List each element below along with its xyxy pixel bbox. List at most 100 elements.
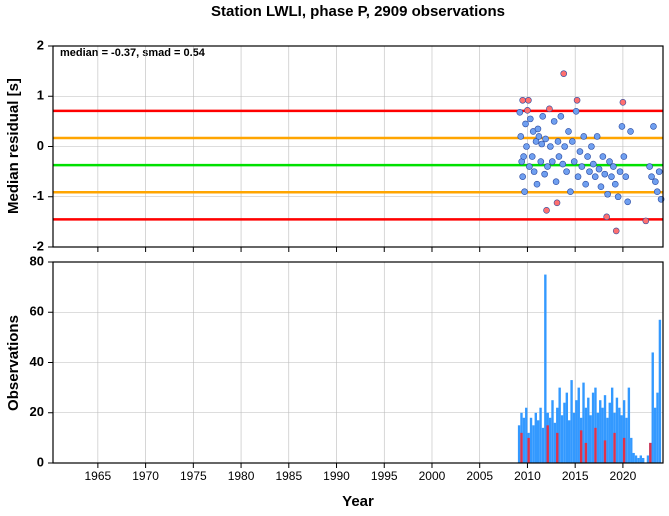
data-point [542, 135, 549, 143]
data-point [569, 138, 576, 145]
bar [649, 442, 652, 463]
bar [646, 455, 650, 463]
data-point [618, 123, 626, 130]
data-point [519, 173, 526, 180]
bar [577, 387, 580, 463]
data-point [521, 188, 528, 196]
y-tick-label: 80 [30, 253, 44, 268]
bar [594, 387, 597, 463]
data-point [624, 198, 631, 206]
bar [548, 417, 552, 463]
data-point [580, 133, 588, 140]
bar [520, 432, 523, 463]
chart-title: Station LWLI, phase P, 2909 observations [211, 3, 505, 20]
plot-frame [52, 261, 664, 464]
bar [658, 319, 662, 463]
data-point [560, 70, 568, 77]
data-point [517, 133, 525, 140]
data-point [565, 128, 572, 135]
x-tick-label: 2020 [610, 469, 637, 483]
y-tick-label: 60 [30, 304, 44, 319]
data-point [601, 170, 609, 178]
data-point [612, 227, 620, 235]
data-point [606, 158, 613, 165]
bar [570, 380, 573, 463]
data-point [610, 163, 617, 170]
bar [622, 400, 626, 463]
data-point [528, 153, 536, 160]
data-point [652, 178, 659, 185]
data-point [572, 108, 580, 115]
data-point [530, 168, 538, 175]
data-point [559, 160, 567, 168]
bar [589, 415, 592, 463]
data-point [597, 183, 605, 190]
data-point [582, 180, 589, 188]
data-point [653, 188, 661, 196]
bar [651, 352, 654, 463]
x-tick-label: 1985 [275, 469, 302, 483]
bar [568, 420, 571, 463]
y-axis-label: Observations [5, 315, 22, 411]
data-point [534, 125, 542, 133]
data-point [523, 143, 530, 150]
data-point [616, 168, 624, 175]
y-tick-label: 2 [37, 37, 44, 52]
bar [541, 427, 545, 463]
data-point [561, 143, 568, 150]
x-tick-label: 2000 [419, 469, 446, 483]
data-point [591, 173, 599, 180]
y-tick-label: -2 [32, 238, 44, 253]
data-point [655, 168, 663, 175]
bar [536, 420, 540, 463]
data-point [522, 120, 529, 128]
data-point [555, 153, 563, 160]
bar [656, 392, 659, 463]
data-point [535, 133, 543, 140]
data-point [648, 173, 655, 180]
data-point [541, 170, 548, 178]
data-point [611, 180, 619, 188]
data-point [586, 168, 593, 175]
bar [637, 457, 640, 463]
data-point [622, 173, 630, 180]
bar [603, 440, 607, 463]
data-point [604, 190, 611, 198]
x-tick-label: 1980 [228, 469, 255, 483]
data-point [570, 158, 578, 165]
bar [632, 452, 635, 463]
data-point [553, 199, 561, 207]
bar [613, 432, 616, 463]
data-point [524, 107, 531, 114]
bar [527, 437, 530, 463]
bar [584, 442, 588, 463]
bar [608, 402, 611, 463]
bar [653, 407, 657, 463]
data-point [539, 113, 547, 120]
data-point [646, 163, 653, 170]
bar [615, 397, 619, 463]
data-point [578, 163, 586, 170]
data-point [538, 140, 546, 148]
bar [603, 395, 607, 463]
bar [591, 392, 595, 463]
bar [596, 412, 600, 463]
data-point [590, 160, 597, 168]
data-point [525, 96, 532, 104]
bar [584, 407, 588, 463]
bar [634, 455, 638, 463]
bar [641, 457, 645, 463]
bar [558, 387, 561, 463]
bar [517, 425, 521, 463]
data-point [584, 153, 591, 160]
bar [575, 400, 578, 463]
data-point [526, 163, 533, 170]
bar [627, 387, 631, 463]
bar [534, 412, 537, 463]
bar [560, 415, 564, 463]
bar [539, 407, 542, 463]
data-point [557, 113, 565, 120]
data-point [627, 128, 634, 135]
data-point [554, 138, 562, 145]
